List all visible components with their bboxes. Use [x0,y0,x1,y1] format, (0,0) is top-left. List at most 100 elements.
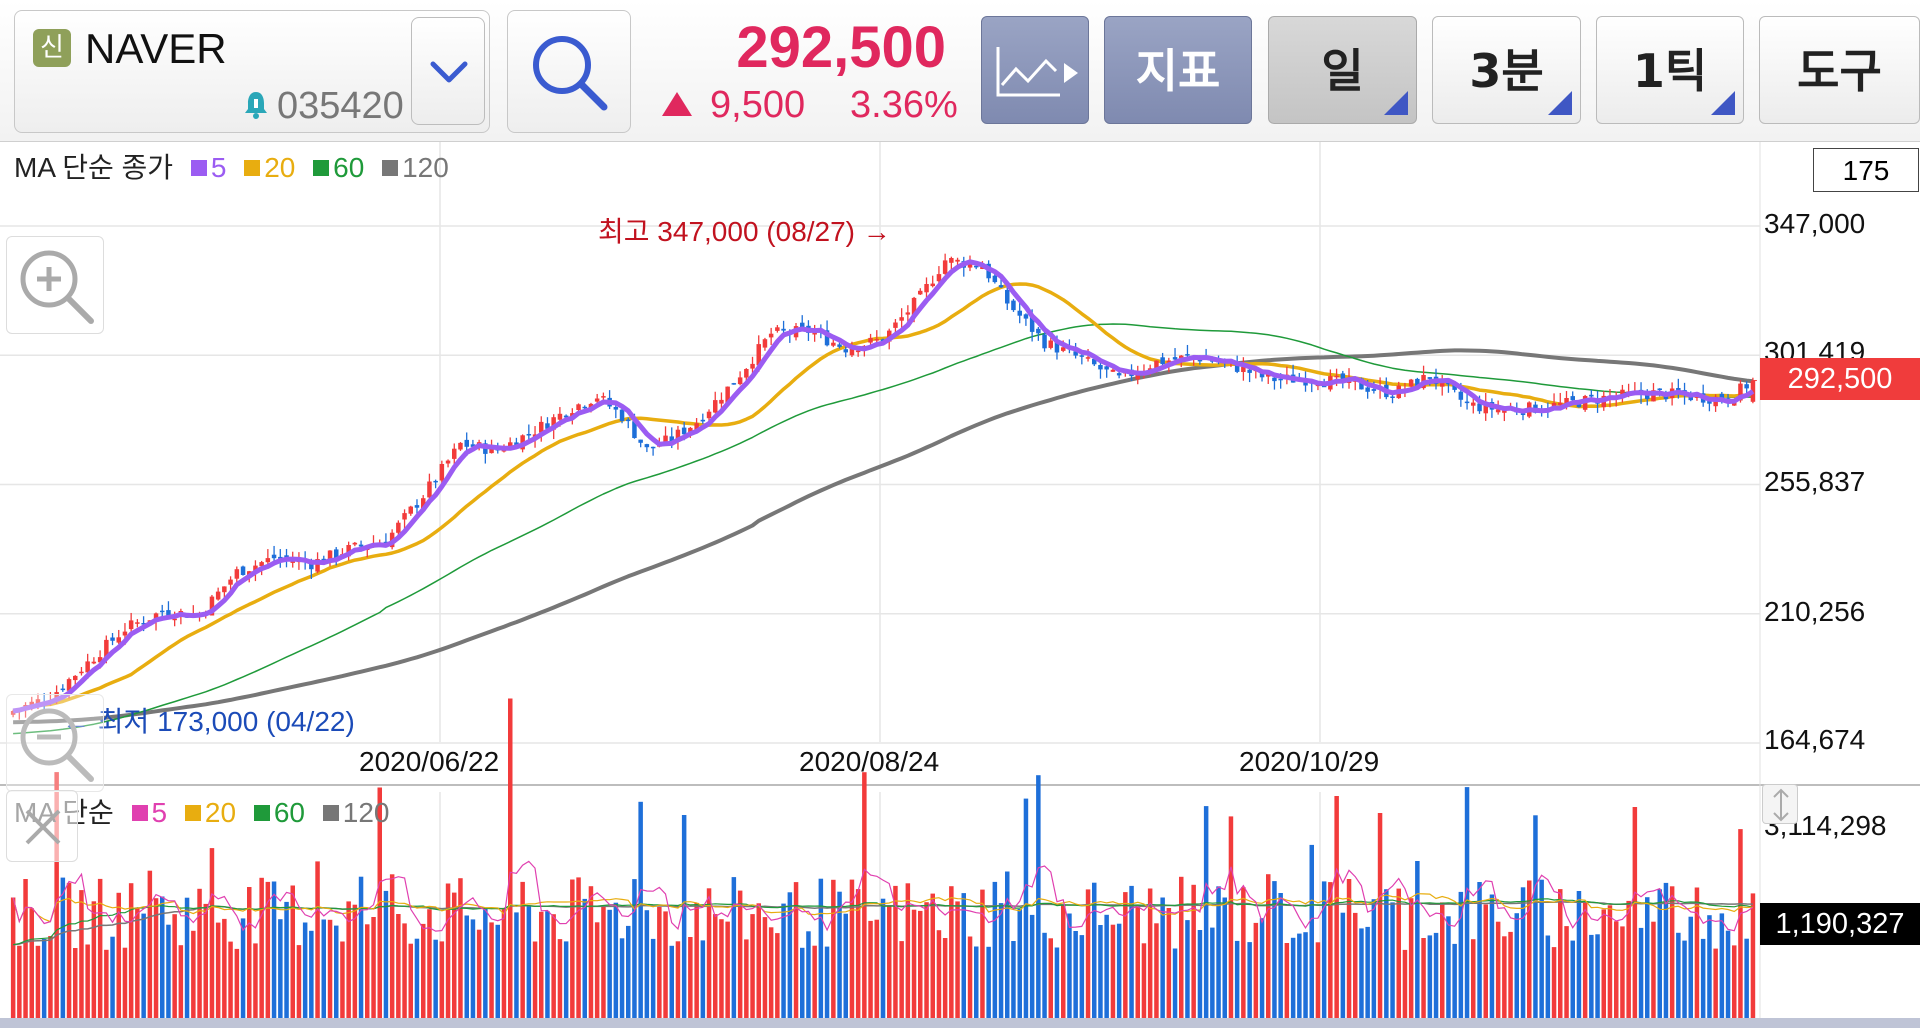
candle-body [315,559,320,572]
volume-bar [1179,876,1184,1018]
volume-bar [215,922,221,1018]
volume-bar [1676,932,1681,1018]
volume-bar [911,909,917,1018]
corner-triangle-icon [1548,91,1572,115]
volume-bar [340,941,345,1018]
volume-bar [153,898,159,1018]
stock-dropdown-button[interactable] [411,17,485,125]
price-volume-chart[interactable] [0,142,1920,1018]
volume-bar [1036,775,1041,1018]
period-day-button[interactable]: 일 [1268,16,1417,124]
volume-bar [744,939,749,1018]
volume-bar [1054,947,1060,1018]
candle-body [1589,394,1594,397]
volume-bar [1744,938,1749,1018]
candle-body [563,415,569,418]
volume-bar [1079,935,1085,1018]
stock-selector[interactable]: 신 NAVER 035420 [14,10,490,133]
candle-body [967,263,973,268]
volume-bar [613,902,619,1018]
y-axis-label: 210,256 [1764,596,1866,627]
candle-body [719,399,724,404]
volume-bar [1545,935,1551,1018]
volume-bar [470,919,476,1018]
volume-bar [725,921,730,1018]
tools-button[interactable]: 도구 [1759,16,1920,124]
volume-bar [1029,914,1035,1018]
x-axis-label: 2020/10/29 [1239,746,1380,777]
volume-bar [1005,871,1010,1018]
candle-body [1005,290,1010,304]
candle-body [445,460,451,464]
volume-bar [582,898,587,1018]
candle-body [433,480,438,483]
volume-bar [1527,880,1532,1018]
candle-body [588,403,594,409]
candle-body [1408,379,1414,387]
legend-swatch-vol-ma20 [184,805,201,821]
zoom-in-button[interactable] [6,236,104,334]
close-volume-pane-button[interactable] [6,790,78,862]
candle-body [209,596,215,616]
candle-body [327,550,333,563]
volume-bar [1346,879,1352,1018]
volume-bar [768,927,774,1018]
volume-bar [203,903,208,1018]
volume-bar [644,910,650,1018]
search-icon [533,36,608,111]
volume-bar [365,924,370,1018]
candle-body [632,421,637,438]
zoom-out-button[interactable] [6,694,104,792]
volume-bar [290,885,295,1018]
volume-bar [240,918,246,1018]
visible-bar-count[interactable]: 175 [1813,148,1919,192]
indicator-button[interactable]: 지표 [1104,16,1252,124]
volume-bar [1396,888,1401,1018]
candle-body [744,369,749,378]
search-button[interactable] [507,10,631,133]
volume-bar [831,879,836,1018]
volume-bar [1210,927,1215,1018]
candle-body [1495,409,1501,413]
volume-bar [1688,916,1693,1018]
line-chart-icon [996,47,1078,97]
volume-bar [1234,940,1240,1018]
volume-bar [265,881,271,1018]
resize-arrows-icon [1773,788,1789,822]
candle-body [97,657,103,663]
candle-body [54,692,59,702]
volume-bar [1440,902,1445,1018]
chart-type-button[interactable] [981,16,1089,124]
volume-bar [868,920,873,1018]
volume-ma5-line [12,860,1754,932]
volume-bar [1241,887,1246,1018]
candle-body [936,274,942,282]
volume-bar [986,946,991,1018]
candle-body [526,434,532,436]
volume-bar [998,903,1004,1018]
candle-body [1570,396,1575,401]
volume-bar [806,931,811,1018]
candle-body [1160,357,1165,365]
candle-body [396,522,401,533]
pane-resize-handle[interactable] [1762,784,1798,824]
volume-bar [936,930,942,1018]
volume-bar [1402,949,1408,1018]
volume-bar [147,870,153,1018]
volume-bar [1191,884,1196,1018]
volume-bar [501,908,507,1018]
volume-bar [1011,941,1016,1018]
volume-bar [1471,939,1476,1018]
candle-body [1464,401,1470,404]
volume-bar [862,772,867,1018]
candle-body [837,344,842,347]
volume-bar [1371,899,1377,1018]
horizontal-scrollbar[interactable] [0,1018,1920,1028]
candle-body [942,260,948,274]
period-minute-button[interactable]: 3분 [1432,16,1581,124]
volume-bar [458,878,463,1018]
candle-body [557,413,563,420]
candle-body [265,558,271,563]
period-tick-button[interactable]: 1틱 [1596,16,1744,124]
volume-bar [551,914,556,1018]
